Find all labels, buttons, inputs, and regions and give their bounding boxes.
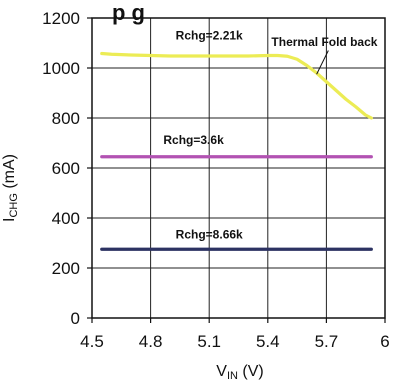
y-tick-label: 800 xyxy=(52,109,80,128)
chart-title-fragment: p g xyxy=(112,0,145,25)
series-layer xyxy=(100,51,373,251)
thermal-annotation: Thermal Fold back xyxy=(271,35,378,75)
x-axis: 4.5 4.8 5.1 5.4 5.7 6 xyxy=(80,318,390,351)
y-tick-label: 600 xyxy=(52,159,80,178)
x-tick-label: 6 xyxy=(380,332,389,351)
gridlines xyxy=(91,17,386,319)
series-line-1 xyxy=(100,51,373,120)
series-label-1: Rchg=2.21k xyxy=(176,29,243,43)
x-axis-label-unit: (V) xyxy=(238,363,264,380)
y-tick-label: 0 xyxy=(71,309,80,328)
series-label-3: Rchg=8.66k xyxy=(176,227,243,241)
x-axis-label: VIN (V) xyxy=(216,363,263,382)
series-labels: Rchg=2.21k Rchg=3.6k Rchg=8.66k xyxy=(163,29,243,242)
y-tick-label: 1200 xyxy=(42,9,80,28)
y-axis: 0 200 400 600 800 1000 1200 xyxy=(42,9,92,328)
y-axis-label-sub: CHG xyxy=(8,193,20,217)
annotation-pointer xyxy=(316,50,329,75)
x-tick-label: 4.5 xyxy=(80,332,104,351)
annotation-thermal-fold-back: Thermal Fold back xyxy=(271,35,377,49)
x-axis-label-sub: IN xyxy=(227,370,238,382)
y-tick-label: 200 xyxy=(52,259,80,278)
chart-title: p g xyxy=(112,0,145,25)
y-tick-label: 400 xyxy=(52,209,80,228)
x-tick-label: 5.4 xyxy=(256,332,280,351)
y-axis-label: ICHG (mA) xyxy=(1,154,20,222)
y-axis-label-main: I xyxy=(1,218,18,222)
series-label-2: Rchg=3.6k xyxy=(163,133,224,147)
y-axis-label-unit: (mA) xyxy=(1,154,18,193)
x-axis-label-main: V xyxy=(216,363,227,380)
x-tick-label: 5.1 xyxy=(197,332,221,351)
x-tick-label: 5.7 xyxy=(315,332,339,351)
x-tick-label: 4.8 xyxy=(139,332,163,351)
y-tick-label: 1000 xyxy=(42,59,80,78)
